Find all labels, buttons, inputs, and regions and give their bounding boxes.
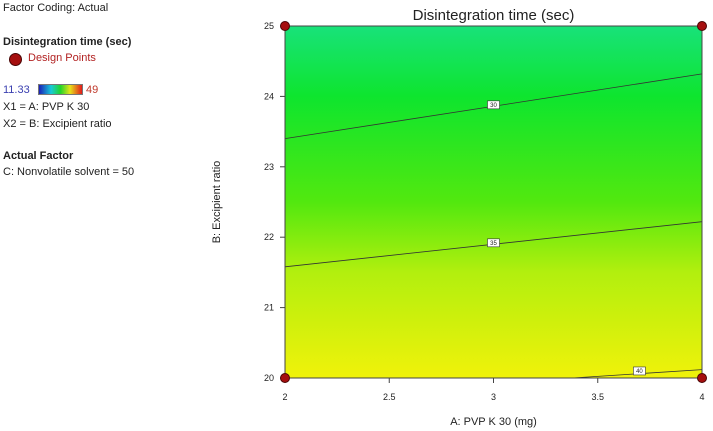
factor-coding-label: Factor Coding: Actual [3,2,109,14]
design-point [697,373,707,383]
contour-label: 40 [636,369,643,375]
y-tick-label: 24 [264,91,274,101]
color-range-max: 49 [86,84,99,96]
contour-label-box [487,238,500,248]
y-tick-label: 23 [264,162,274,172]
x1-factor-label: X1 = A: PVP K 30 [3,101,90,113]
design-point [697,21,707,31]
design-point [280,21,290,31]
x-tick-label: 3 [491,392,496,402]
actual-factor-value: C: Nonvolatile solvent = 50 [3,166,135,178]
y-tick-label: 21 [264,303,274,313]
design-points-label: Design Points [28,52,96,64]
response-title: Disintegration time (sec) [3,36,132,48]
y-axis-label: B: Excipient ratio [211,161,223,244]
color-range-min: 11.33 [3,84,30,96]
design-point-legend-icon [9,53,22,66]
color-scale-bar [38,84,83,95]
x-tick-label: 4 [699,392,704,402]
contour-fill-area [285,26,702,378]
x-tick-label: 2 [282,392,287,402]
x-tick-label: 2.5 [383,392,396,402]
actual-factor-heading: Actual Factor [3,150,74,162]
design-point [280,373,290,383]
chart-title: Disintegration time (sec) [413,7,575,24]
x-axis-label: A: PVP K 30 (mg) [450,416,537,428]
contour-label-box [633,366,646,376]
contour-label: 35 [490,241,497,247]
contour-label: 30 [490,103,497,109]
y-tick-label: 25 [264,21,274,31]
x-tick-label: 3.5 [591,392,604,402]
contour-label-box [487,100,500,110]
y-tick-label: 22 [264,232,274,242]
x2-factor-label: X2 = B: Excipient ratio [3,118,112,130]
y-tick-label: 20 [264,373,274,383]
